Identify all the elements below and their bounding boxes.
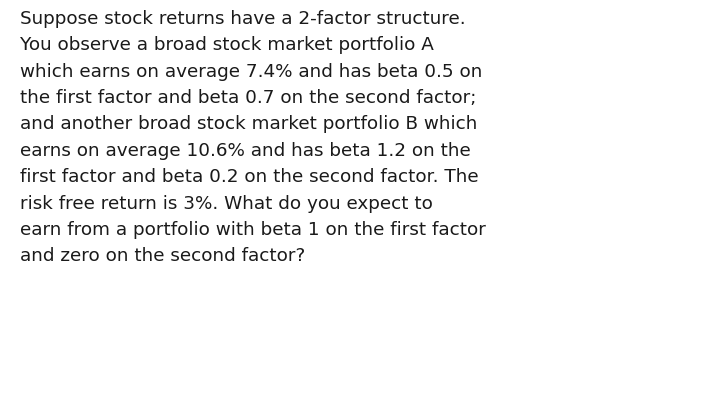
Text: Suppose stock returns have a 2-factor structure.
You observe a broad stock marke: Suppose stock returns have a 2-factor st… <box>20 10 486 265</box>
